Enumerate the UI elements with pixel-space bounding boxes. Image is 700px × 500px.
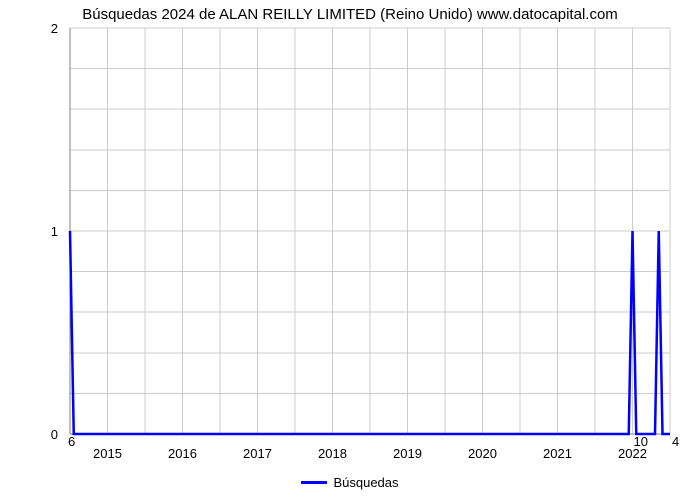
x-tick-label: 2018 (318, 446, 347, 461)
x-tick-label: 2021 (543, 446, 572, 461)
x-tick-label: 2019 (393, 446, 422, 461)
x-tick-label: 2015 (93, 446, 122, 461)
chart-container: Búsquedas 2024 de ALAN REILLY LIMITED (R… (0, 0, 700, 500)
y-tick-label: 0 (51, 427, 58, 442)
x-tick-label: 2020 (468, 446, 497, 461)
corner-num-br-outer: 4 (672, 434, 679, 449)
legend-swatch (301, 481, 327, 484)
y-tick-label: 2 (51, 21, 58, 36)
chart-title: Búsquedas 2024 de ALAN REILLY LIMITED (R… (0, 6, 700, 23)
x-tick-label: 2016 (168, 446, 197, 461)
legend-item: Búsquedas (301, 475, 398, 490)
corner-num-br-inner: 10 (634, 434, 648, 449)
legend-label: Búsquedas (333, 475, 398, 490)
corner-num-bl: 6 (68, 434, 75, 449)
y-tick-label: 1 (51, 224, 58, 239)
legend: Búsquedas (0, 472, 700, 490)
chart-svg: 012201520162017201820192020202120226104 (0, 0, 700, 470)
x-tick-label: 2017 (243, 446, 272, 461)
